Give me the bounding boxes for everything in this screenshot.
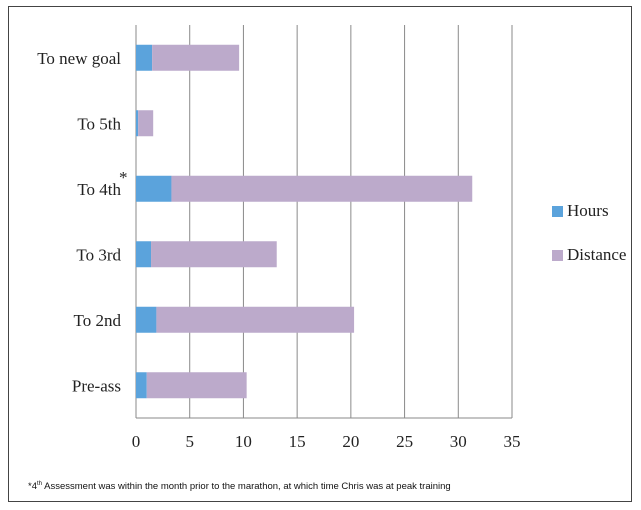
- x-tick-label-4: 20: [342, 432, 359, 451]
- category-mark-2: *: [119, 168, 128, 187]
- x-tick-label-5: 25: [396, 432, 413, 451]
- bar-hours-4: [136, 306, 157, 333]
- bar-distance-2: [171, 175, 473, 202]
- bar-hours-3: [136, 241, 152, 268]
- category-label-5: Pre-ass: [72, 376, 121, 395]
- x-tick-label-1: 5: [185, 432, 194, 451]
- category-label-4: To 2nd: [74, 311, 122, 330]
- category-label-2: To 4th: [77, 180, 121, 199]
- legend-swatch-hours: [552, 206, 563, 217]
- x-tick-label-0: 0: [132, 432, 141, 451]
- bar-distance-4: [156, 306, 355, 333]
- legend-label-distance: Distance: [567, 245, 626, 264]
- legend-label-hours: Hours: [567, 201, 609, 220]
- category-labels: To new goal To 5th To 4th* To 3rd To 2nd Pre-…: [37, 49, 127, 396]
- chart-frame: [8, 6, 632, 502]
- category-label-1: To 5th: [77, 114, 121, 133]
- x-tick-label-7: 35: [504, 432, 521, 451]
- bar-distance-0: [152, 44, 240, 71]
- footnote-ordinal: 4: [31, 481, 37, 493]
- x-tick-label-6: 30: [450, 432, 467, 451]
- bar-hours-1: [136, 110, 139, 137]
- category-label-0: To new goal: [37, 49, 121, 68]
- bars: [136, 44, 473, 399]
- x-tick-label-3: 15: [289, 432, 306, 451]
- footnote: *4th Assessment was within the month pri…: [28, 481, 451, 492]
- bar-hours-0: [136, 44, 153, 71]
- bar-distance-3: [151, 241, 277, 268]
- footnote-text: Assessment was within the month prior to…: [42, 481, 451, 493]
- footnote-mark: *: [28, 481, 32, 493]
- category-label-3: To 3rd: [76, 245, 121, 264]
- x-tick-label-2: 10: [235, 432, 252, 451]
- legend-swatch-distance: [552, 250, 563, 261]
- legend: Hours Distance: [552, 201, 626, 264]
- bar-distance-5: [146, 372, 247, 399]
- x-tick-labels: 0 5 10 15 20 25 30 35: [132, 432, 521, 451]
- bar-hours-2: [136, 175, 172, 202]
- bar-distance-1: [138, 110, 154, 137]
- bar-hours-5: [136, 372, 147, 399]
- footnote-ordinal-suffix: th: [37, 481, 43, 487]
- gridlines: [135, 25, 513, 419]
